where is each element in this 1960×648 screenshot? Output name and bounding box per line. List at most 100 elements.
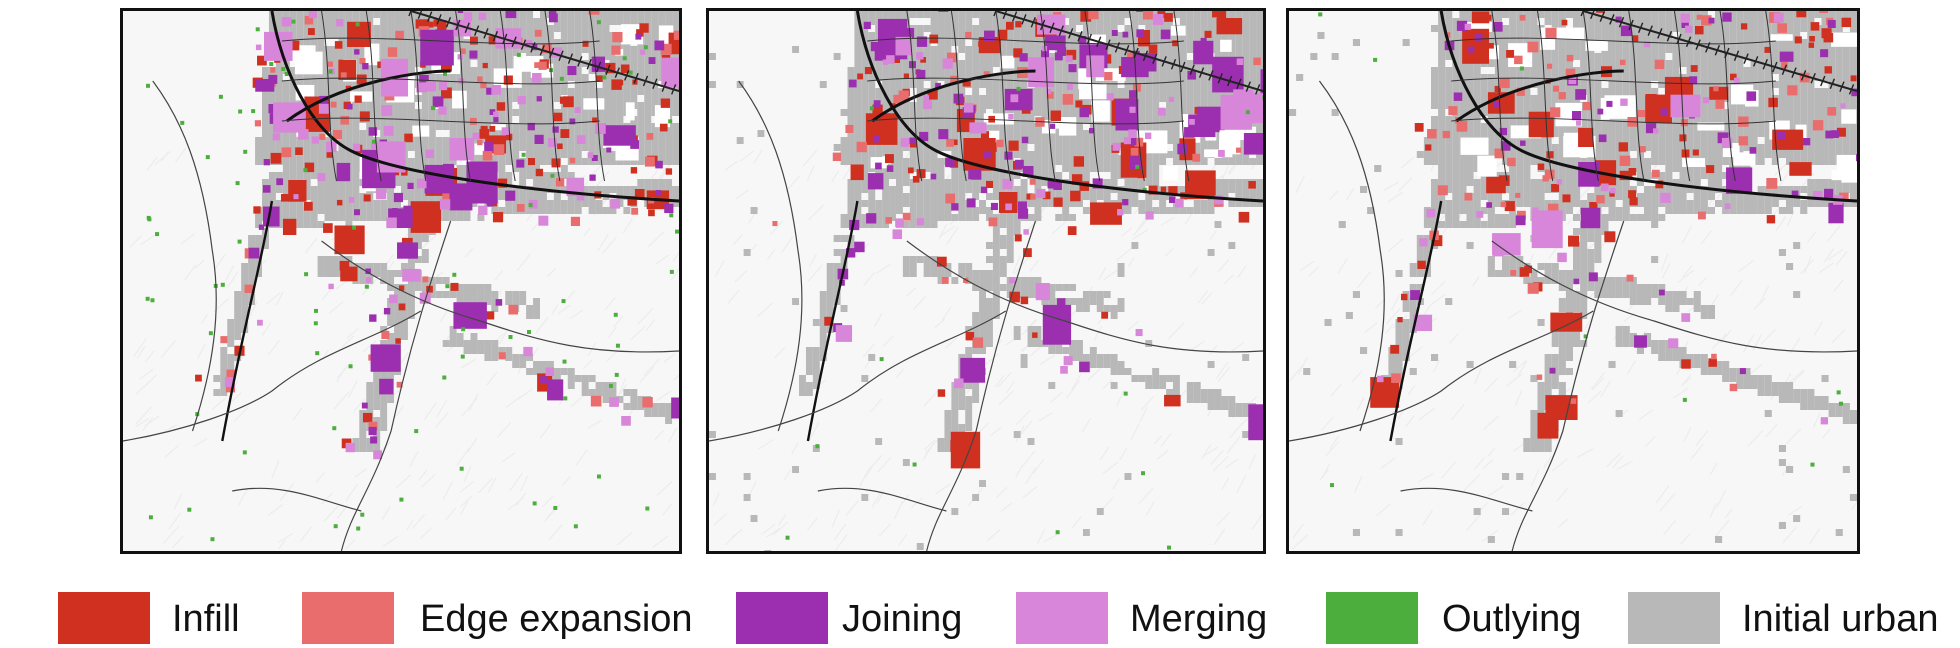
- urban-cell: [567, 25, 575, 32]
- urban-cell: [414, 235, 422, 242]
- urban-cell: [533, 312, 540, 319]
- urban-cell: [1207, 403, 1215, 410]
- urban-cell: [1048, 144, 1056, 151]
- urban-cell: [1644, 25, 1652, 32]
- urban-cell: [1013, 32, 1021, 39]
- urban-cell: [1629, 25, 1637, 32]
- urban-cell: [1214, 137, 1222, 144]
- urban-cell: [519, 361, 527, 368]
- urban-cell: [296, 81, 304, 88]
- urban-cell: [937, 445, 945, 452]
- urban-cell: [658, 410, 666, 417]
- urban-cell: [1069, 74, 1077, 81]
- urban-cell: [581, 46, 589, 53]
- merging-patch: [472, 132, 480, 140]
- urban-cell: [979, 60, 986, 67]
- minor-road: [321, 240, 679, 353]
- urban-cell: [401, 32, 408, 39]
- urban-cell: [902, 256, 910, 263]
- urban-cell: [1124, 130, 1132, 137]
- urban-cell: [435, 11, 443, 18]
- urban-cell: [581, 109, 589, 116]
- infill-patch: [551, 158, 561, 168]
- edge-patch: [950, 75, 959, 84]
- joining-patch: [354, 49, 360, 55]
- urban-cell: [407, 67, 415, 74]
- urban-cell: [1131, 46, 1139, 53]
- urban-cell: [324, 53, 332, 60]
- urban-cell: [449, 74, 457, 81]
- urban-cell: [1166, 389, 1173, 396]
- railway-tie: [1049, 22, 1055, 34]
- urban-cell: [505, 172, 513, 179]
- urban-cell: [567, 74, 575, 81]
- urban-cell: [345, 11, 353, 18]
- urban-cell: [366, 396, 374, 403]
- urban-cell: [387, 25, 395, 32]
- urban-cell: [331, 25, 339, 32]
- urban-cell: [324, 11, 332, 18]
- urban-cell: [345, 256, 353, 263]
- joining-patch: [960, 357, 986, 383]
- urban-cell: [902, 158, 910, 165]
- urban-cell: [1207, 74, 1215, 81]
- urban-cell: [588, 53, 596, 60]
- urban-cell: [812, 354, 820, 361]
- outlying-patch: [155, 232, 160, 237]
- urban-cell: [1228, 396, 1236, 403]
- urban-cell: [972, 193, 980, 200]
- outlying-patch: [1055, 530, 1060, 535]
- infill-patch: [660, 98, 671, 108]
- joining-patch: [1177, 143, 1188, 155]
- urban-cell: [248, 235, 256, 242]
- outlying-patch: [879, 357, 884, 362]
- infill-patch: [1050, 110, 1061, 121]
- urban-cell: [992, 32, 1000, 39]
- urban-cell: [512, 130, 520, 137]
- urban-cell: [366, 382, 374, 389]
- urban-cell: [944, 67, 952, 74]
- urban-cell: [331, 74, 339, 81]
- urban-cell: [394, 11, 401, 18]
- edge-patch: [469, 117, 477, 125]
- urban-cell: [1256, 123, 1263, 130]
- urban-cell: [574, 151, 582, 158]
- urban-cell: [1048, 165, 1056, 172]
- urban-cell: [331, 11, 339, 18]
- urban-cell: [923, 25, 931, 32]
- urban-cell: [310, 221, 318, 228]
- urban-cell: [944, 186, 952, 193]
- urban-cell: [491, 46, 499, 53]
- urban-cell: [366, 207, 374, 214]
- joining-patch: [1200, 37, 1207, 45]
- urban-cell: [979, 319, 986, 326]
- urban-cell: [484, 74, 492, 81]
- urban-cell: [847, 95, 855, 102]
- urban-cell: [491, 11, 499, 18]
- urban-cell: [255, 221, 262, 228]
- urban-cell: [1214, 389, 1222, 396]
- outlying-patch: [573, 524, 578, 529]
- railway-tie: [1245, 81, 1251, 92]
- merging-patch: [1023, 229, 1029, 235]
- urban-cell: [672, 137, 679, 144]
- railway-tie: [1030, 16, 1036, 28]
- urban-cell: [672, 88, 679, 95]
- urban-cell: [317, 151, 325, 158]
- urban-cell: [992, 109, 1000, 116]
- edge-patch: [1142, 11, 1154, 20]
- urban-cell: [359, 438, 367, 445]
- urban-cell: [338, 123, 346, 130]
- urban-cell: [1235, 151, 1243, 158]
- urban-cell: [1200, 74, 1208, 81]
- infill-patch: [605, 62, 616, 74]
- urban-cell: [651, 403, 659, 410]
- urban-cell: [637, 137, 645, 144]
- urban-cell: [979, 179, 986, 186]
- urban-cell: [401, 312, 408, 319]
- urban-cell: [602, 18, 610, 25]
- urban-cell: [359, 431, 367, 438]
- urban-cell: [1055, 130, 1063, 137]
- urban-cell: [338, 256, 346, 263]
- urban-cell: [651, 410, 659, 417]
